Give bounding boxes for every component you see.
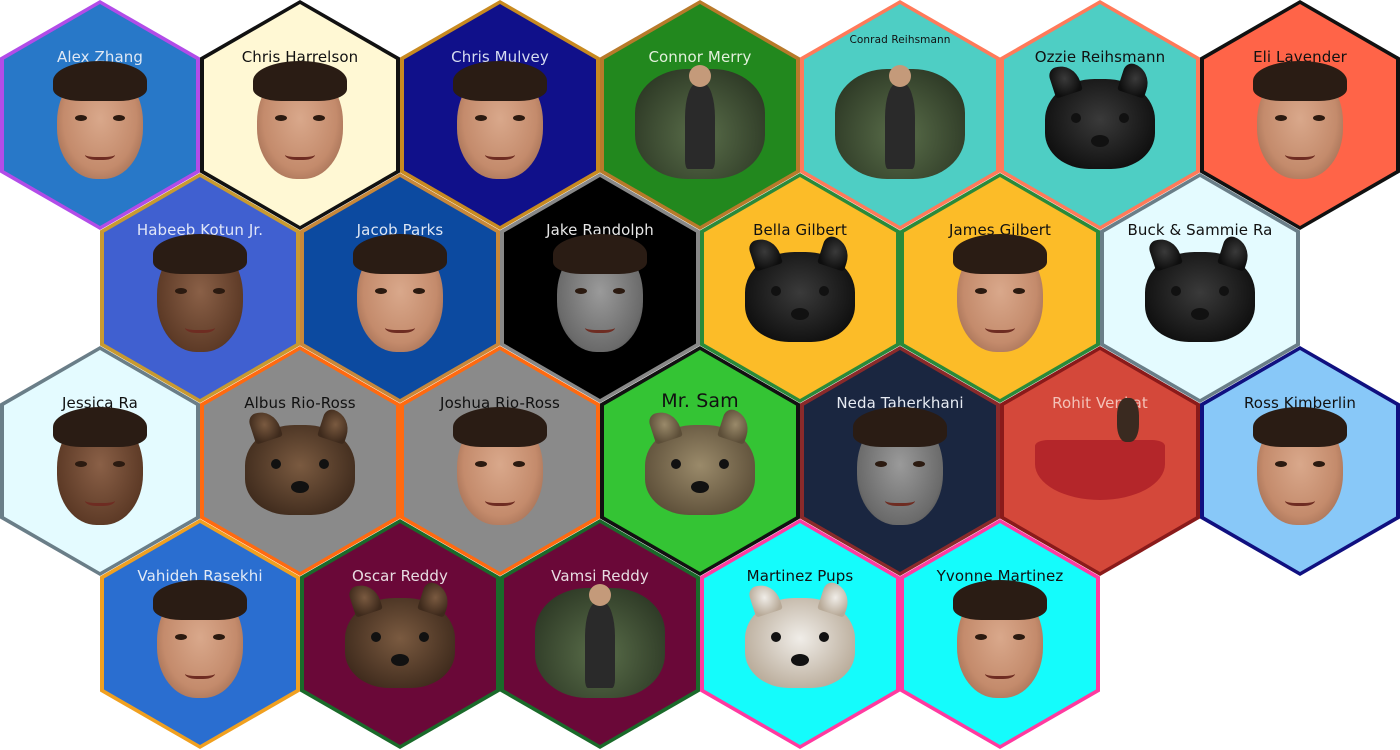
hex-tile-background: Martinez Pups [704,523,896,745]
hex-tile-background: Neda Taherkhani [804,350,996,572]
member-name: Martinez Pups [746,567,854,585]
scene-photo [635,65,765,179]
hex-tile-background: Habeeb Kotun Jr. [104,177,296,399]
portrait-photo [553,234,647,352]
hex-tile-background: Yvonne Martinez [904,523,1096,745]
portrait-photo [453,407,547,525]
pet-photo [245,407,355,515]
member-name: Eli Lavender [1253,48,1347,66]
hex-tile-background: Albus Rio-Ross [204,350,396,572]
hex-tile-background: Oscar Reddy [304,523,496,745]
member-name: Vamsi Reddy [551,567,649,585]
portrait-photo [153,580,247,698]
hex-tile-background: Vahideh Rasekhi [104,523,296,745]
member-name: James Gilbert [948,221,1052,239]
scene-photo [535,584,665,698]
hex-tile-background: Rohit Venkat [1004,350,1196,572]
portrait-photo [153,234,247,352]
member-name: Connor Merry [648,48,752,66]
hex-tile-background: Jacob Parks [304,177,496,399]
member-name: Habeeb Kotun Jr. [136,221,264,239]
portrait-photo [1253,61,1347,179]
pet-photo [1045,61,1155,169]
pet-photo [745,234,855,342]
member-name: Oscar Reddy [352,567,448,585]
hex-tile-background: Connor Merry [604,4,796,226]
pet-photo [345,580,455,688]
hex-tile-background: Jessica Ra [4,350,196,572]
hex-tile-background: Vamsi Reddy [504,523,696,745]
portrait-photo [53,407,147,525]
hex-tile-james-gilbert: James Gilbert [900,173,1100,403]
canoe-photo [1035,398,1165,500]
pet-photo [1145,234,1255,342]
portrait-photo [53,61,147,179]
hex-tile-background: Ozzie Reihsmann [1004,4,1196,226]
hex-tile-background: Ross Kimberlin [1204,350,1396,572]
member-name: Vahideh Rasekhi [137,567,263,585]
portrait-photo [953,234,1047,352]
member-name: Bella Gilbert [753,221,847,239]
member-name: Jessica Ra [62,394,138,412]
hex-tile-background: Bella Gilbert [704,177,896,399]
hex-tile-background: Eli Lavender [1204,4,1396,226]
scene-photo [835,65,965,179]
member-name: Jacob Parks [356,221,444,239]
member-name: Ross Kimberlin [1243,394,1357,412]
member-name: Jake Randolph [546,221,654,239]
hex-tile-background: James Gilbert [904,177,1096,399]
member-name: Ozzie Reihsmann [1034,48,1166,66]
hex-tile-habeeb-kotun-jr: Habeeb Kotun Jr. [100,173,300,403]
portrait-photo [253,61,347,179]
hex-tile-background: Alex Zhang [4,4,196,226]
hex-tile-background: Conrad Reihsmann [804,4,996,226]
member-name: Rohit Venkat [1052,394,1148,412]
pet-photo [745,580,855,688]
member-name: Neda Taherkhani [836,394,964,412]
hex-tile-buck-and-sammie-ra: Buck & Sammie Ra [1100,173,1300,403]
hex-tile-ross-kimberlin: Ross Kimberlin [1200,346,1400,576]
member-name: Chris Harrelson [241,48,359,66]
hex-tile-rohit-venkat: Rohit Venkat [1000,346,1200,576]
member-name: Albus Rio-Ross [244,394,356,412]
portrait-photo [853,407,947,525]
portrait-photo [353,234,447,352]
member-name: Joshua Rio-Ross [440,394,560,412]
hex-tile-background: Jake Randolph [504,177,696,399]
portrait-photo [453,61,547,179]
member-name: Mr. Sam [661,390,739,412]
hex-tile-eli-lavender: Eli Lavender [1200,0,1400,230]
hex-tile-background: Buck & Sammie Ra [1104,177,1296,399]
hex-tile-ozzie-reihsmann: Ozzie Reihsmann [1000,0,1200,230]
portrait-photo [1253,407,1347,525]
member-name: Yvonne Martinez [936,567,1064,585]
hex-tile-background: Chris Harrelson [204,4,396,226]
hex-tile-jacob-parks: Jacob Parks [300,173,500,403]
hex-tile-background: Mr. Sam [604,350,796,572]
member-name: Conrad Reihsmann [849,34,951,46]
hex-tile-yvonne-martinez: Yvonne Martinez [900,519,1100,749]
portrait-photo [953,580,1047,698]
hex-tile-background: Chris Mulvey [404,4,596,226]
member-name: Alex Zhang [56,48,144,66]
member-name: Chris Mulvey [451,48,549,66]
member-name: Buck & Sammie Ra [1127,221,1273,239]
pet-photo [645,407,755,515]
hex-tile-background: Joshua Rio-Ross [404,350,596,572]
